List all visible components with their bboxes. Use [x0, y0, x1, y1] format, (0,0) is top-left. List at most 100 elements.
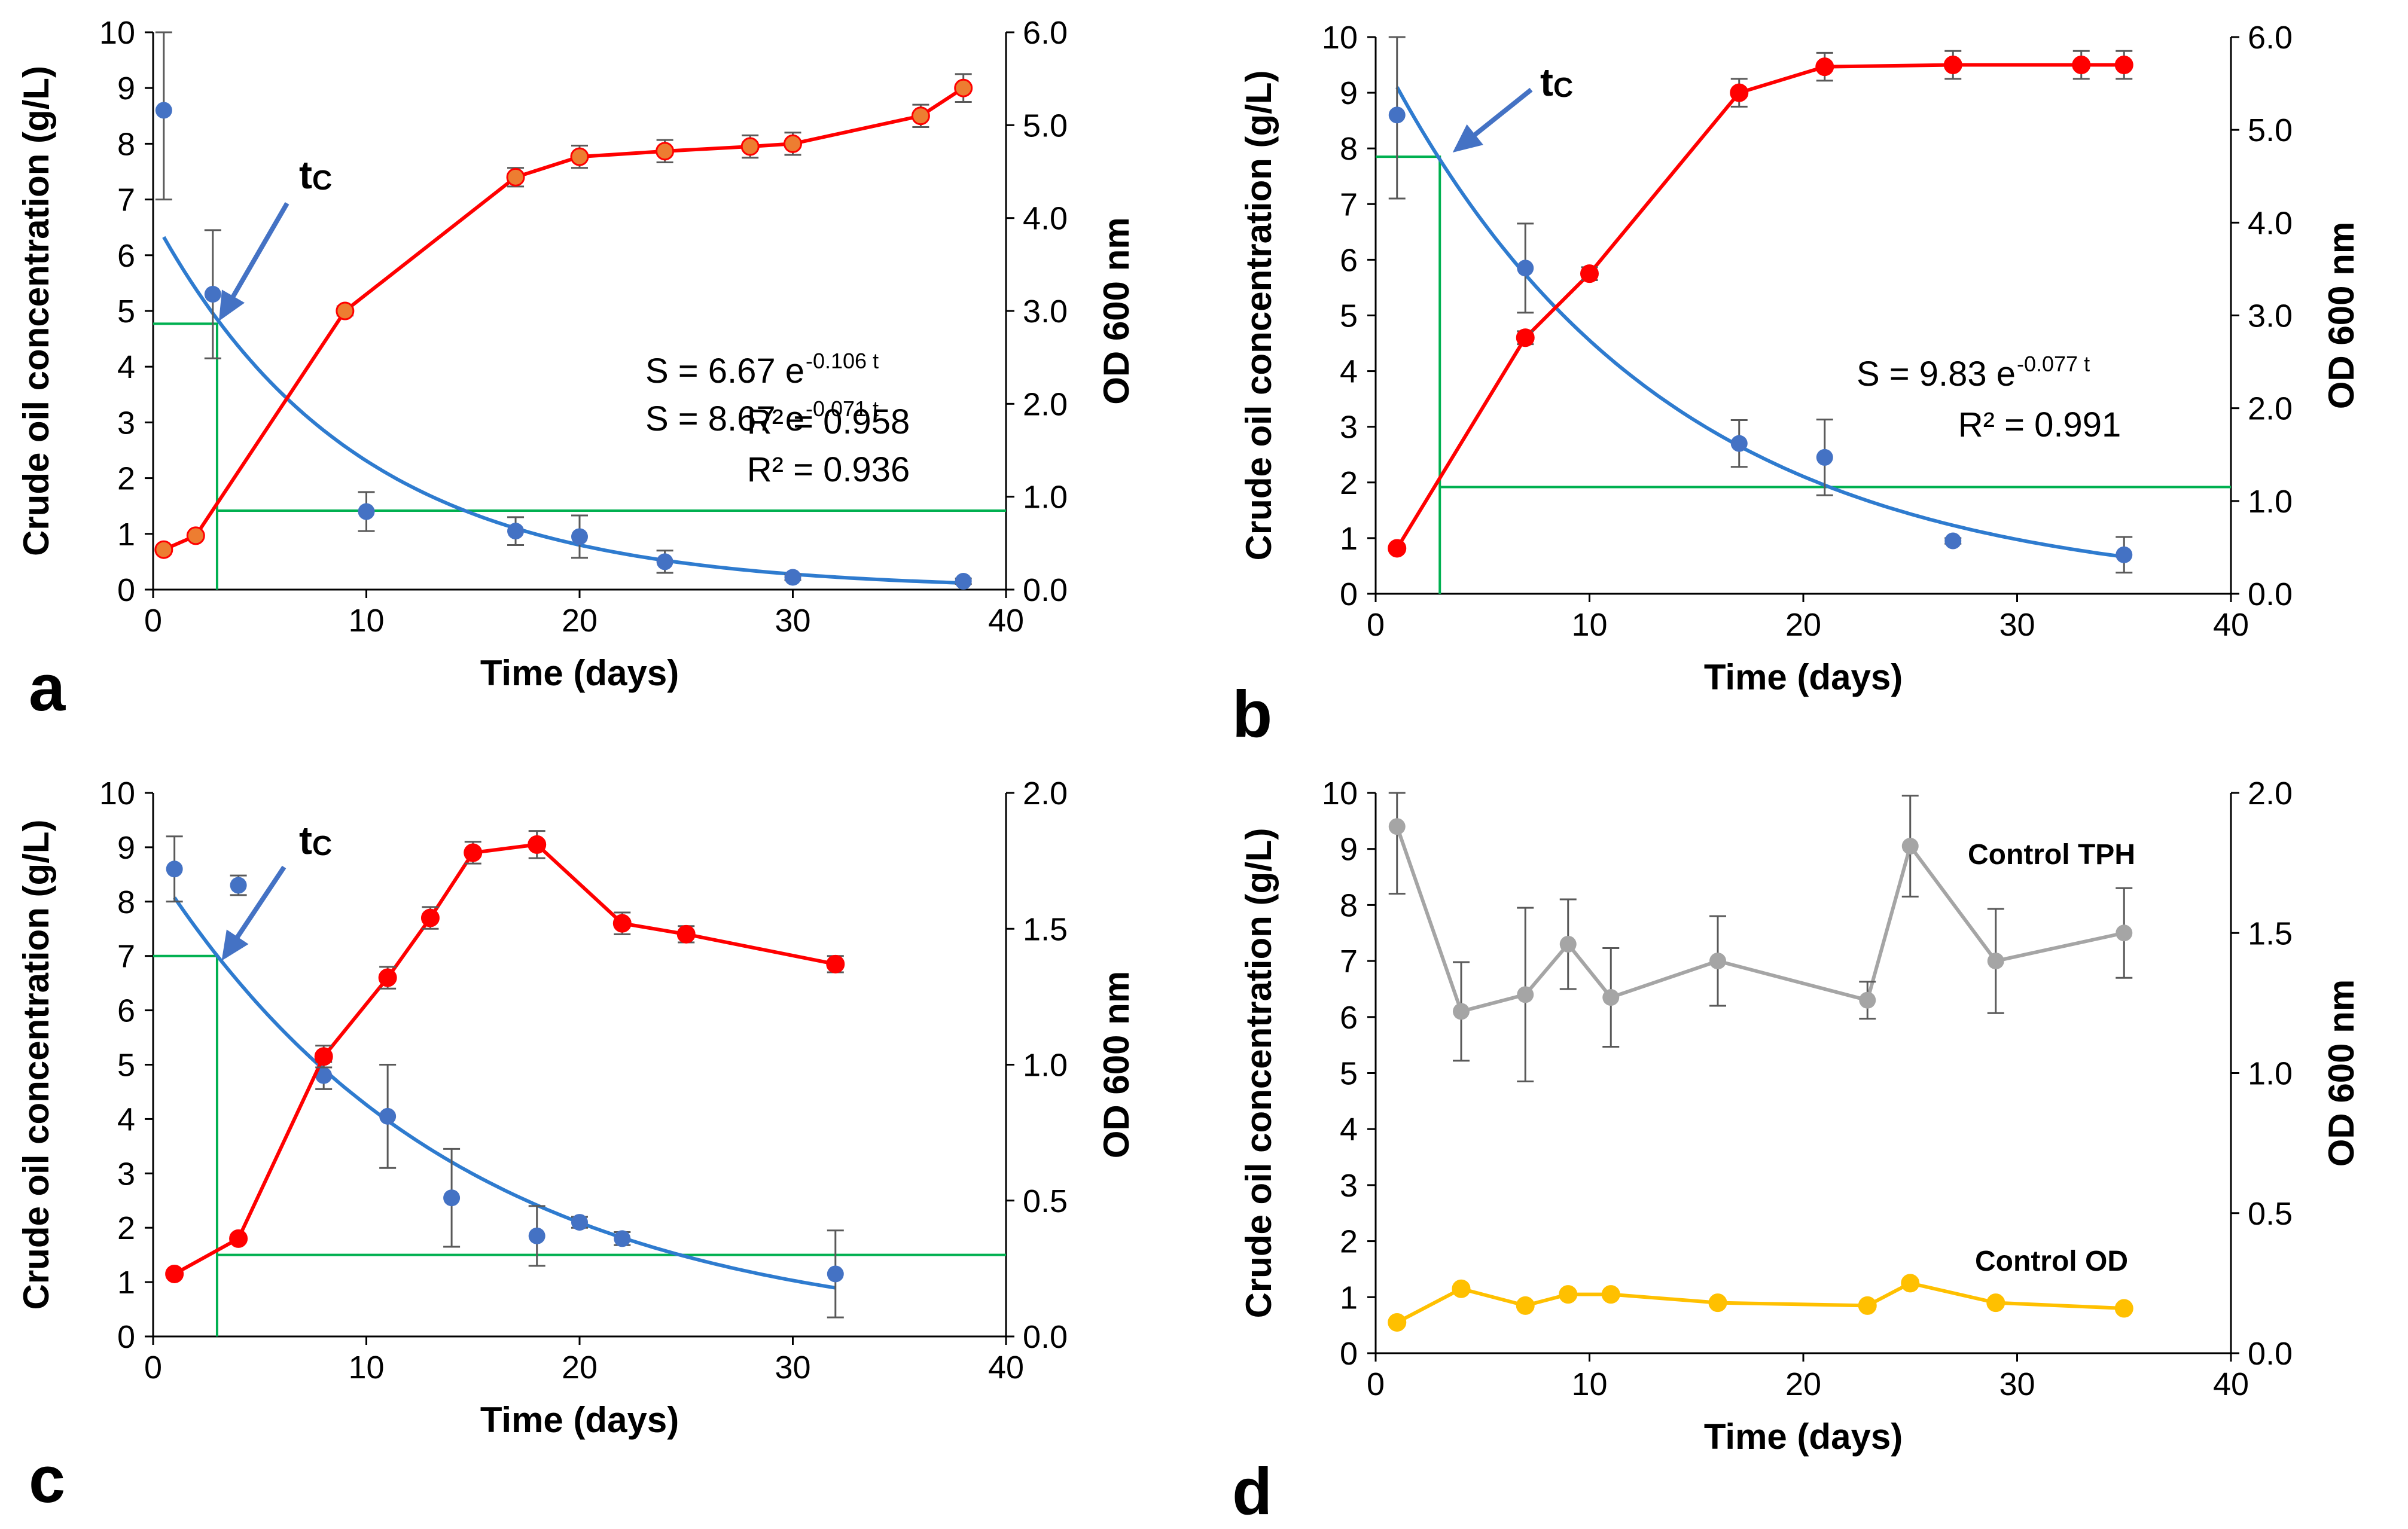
od-point: [656, 142, 675, 161]
y-tick-label: 4: [1340, 354, 1358, 390]
x-tick-label: 0: [144, 603, 162, 639]
od-point: [570, 147, 589, 166]
y2-tick-label: 0.5: [2248, 1196, 2293, 1232]
od-line: [1395, 63, 2124, 550]
control-od-point: [1858, 1296, 1877, 1315]
od-point: [336, 301, 355, 321]
y-tick-label: 10: [1322, 776, 1358, 811]
od-point: [911, 106, 930, 126]
y-tick-label: 5: [117, 1048, 135, 1084]
tc-label-subscript: C: [312, 830, 332, 861]
x-tick-label: 10: [1571, 1366, 1607, 1402]
y-axis-title: Crude oil concentration (g/L): [16, 820, 56, 1310]
x-axis-title: Time (days): [480, 653, 679, 693]
x-tick-label: 0: [144, 1350, 162, 1385]
y-tick-label: 6: [1340, 242, 1358, 278]
y-tick-label: 3: [117, 1156, 135, 1192]
y-tick-label: 3: [117, 405, 135, 441]
control-tph-label: Control TPH: [1968, 839, 2135, 871]
y2-tick-label: 3.0: [1023, 294, 1068, 329]
x-axis-title: Time (days): [1704, 657, 1903, 697]
y-tick-label: 8: [117, 126, 135, 162]
y-tick-label: 9: [117, 830, 135, 866]
y-tick-label: 6: [1340, 1000, 1358, 1036]
y-tick-label: 0: [1340, 576, 1358, 612]
tc-label-subscript: C: [1553, 72, 1573, 103]
control-od-point: [1986, 1293, 2005, 1313]
concentration-point: [204, 286, 221, 303]
concentration-point: [166, 860, 183, 878]
r-squared: R² = 0.991: [1958, 405, 2121, 444]
r-squared: R² = 0.958: [747, 402, 910, 441]
y-tick-label: 10: [1322, 20, 1358, 56]
concentration-point: [656, 553, 673, 570]
panel-letter: d: [1232, 1455, 1272, 1528]
y-tick-label: 6: [117, 238, 135, 274]
y2-tick-label: 4.0: [1023, 201, 1068, 237]
od-point: [740, 137, 760, 156]
y2-tick-label: 2.0: [2248, 776, 2293, 811]
control-od-point: [1452, 1279, 1471, 1298]
y-tick-label: 9: [1340, 75, 1358, 111]
y2-tick-label: 0.0: [1023, 572, 1068, 608]
control-tph-point: [1901, 838, 1919, 855]
od-point: [1730, 83, 1749, 102]
y-axis-title: Crude oil concentration (g/L): [1239, 71, 1279, 561]
control-tph-line: [1395, 826, 2124, 1014]
concentration-point: [827, 1265, 844, 1283]
control-tph-point: [1987, 953, 2004, 970]
x-tick-label: 0: [1367, 1366, 1385, 1402]
control-od-point: [1708, 1293, 1727, 1313]
od-point: [154, 540, 173, 559]
y-tick-label: 1: [117, 517, 135, 553]
y-tick-label: 3: [1340, 1168, 1358, 1204]
y-tick-label: 4: [117, 349, 135, 385]
panel-letter: a: [29, 651, 66, 725]
tc-arrow-head: [218, 289, 245, 321]
fit-equation: S = 6.67 e: [645, 352, 804, 390]
y2-tick-label: 0.0: [2248, 576, 2293, 612]
concentration-point: [358, 503, 375, 520]
y-tick-label: 9: [1340, 832, 1358, 868]
y-tick-label: 9: [117, 71, 135, 106]
fit-equation-exponent: -0.106 t: [806, 349, 879, 373]
y2-tick-label: 2.0: [2248, 391, 2293, 427]
y2-tick-label: 5.0: [1023, 108, 1068, 144]
y2-tick-label: 0.0: [2248, 1336, 2293, 1372]
od-point: [1516, 328, 1535, 347]
y2-tick-label: 6.0: [2248, 20, 2293, 56]
y-tick-label: 10: [99, 776, 135, 811]
control-tph-point: [1859, 991, 1876, 1009]
y2-tick-label: 1.5: [2248, 915, 2293, 951]
concentration-point: [571, 528, 588, 545]
control-od-point: [1388, 1313, 1407, 1332]
fit-equation-exponent: -0.071 t: [806, 396, 879, 421]
x-tick-label: 40: [988, 603, 1024, 639]
x-tick-label: 10: [348, 1350, 384, 1385]
y2-axis-title: OD 600 nm: [2321, 222, 2361, 409]
od-point: [612, 914, 632, 933]
concentration-point: [1517, 260, 1534, 277]
x-tick-label: 40: [988, 1350, 1024, 1385]
concentration-point: [571, 1214, 588, 1231]
y-tick-label: 0: [117, 1319, 135, 1355]
y2-tick-label: 1.0: [2248, 1056, 2293, 1092]
y-tick-label: 1: [117, 1265, 135, 1301]
y-tick-label: 2: [1340, 465, 1358, 501]
concentration-point: [784, 569, 801, 586]
od-point: [954, 78, 973, 97]
panel-d: 0 10 20 30 40 0 1 2 3 4 5 6 7 8 9 10 0.0 0.5 1.0 1.5 2.0 Time…: [1232, 776, 2361, 1528]
od-point: [165, 1264, 184, 1283]
y-tick-label: 5: [117, 294, 135, 329]
y2-tick-label: 0.5: [1023, 1183, 1068, 1219]
x-tick-label: 30: [775, 1350, 810, 1385]
y-tick-label: 8: [1340, 131, 1358, 167]
concentration-point: [315, 1067, 333, 1084]
od-line: [163, 86, 965, 551]
concentration-point: [1944, 532, 1962, 550]
tph-error-bar: [1388, 792, 1406, 895]
control-od-point: [1516, 1296, 1535, 1315]
fit-equation-exponent: -0.077 t: [2017, 352, 2090, 376]
tc-label: t: [1540, 60, 1553, 104]
